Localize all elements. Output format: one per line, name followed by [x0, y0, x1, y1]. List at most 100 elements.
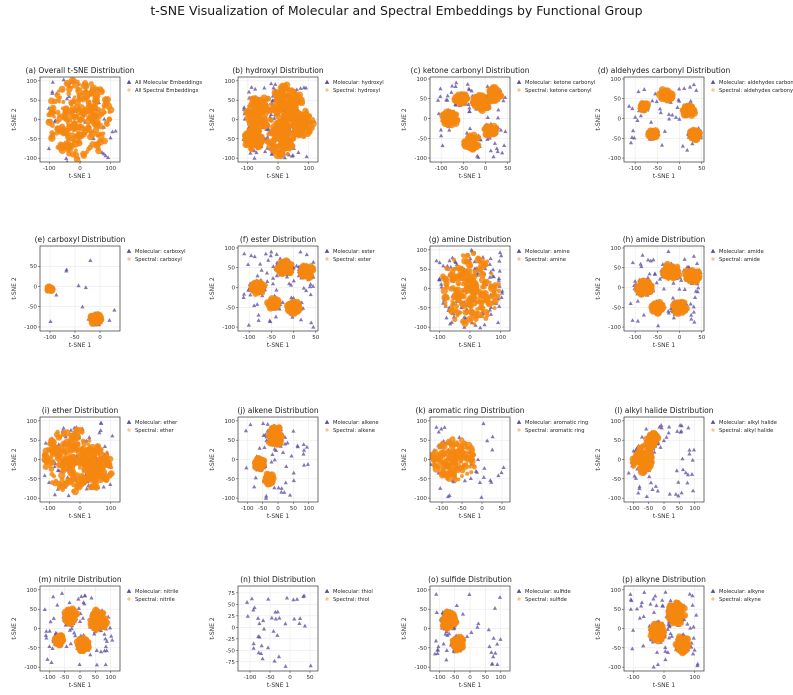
spectral-point	[285, 151, 290, 156]
spectral-point	[466, 270, 471, 275]
molecular-point	[469, 247, 474, 252]
molecular-point	[636, 89, 641, 94]
legend-label-molecular: All Molecular Embeddings	[135, 80, 202, 86]
molecular-point	[497, 258, 502, 263]
molecular-point	[76, 283, 81, 288]
molecular-point	[103, 153, 108, 158]
spectral-point	[97, 455, 102, 460]
spectral-point	[668, 271, 672, 275]
molecular-point	[265, 421, 270, 426]
spectral-point	[41, 451, 50, 460]
molecular-point	[269, 81, 274, 86]
molecular-point	[270, 281, 276, 286]
spectral-point	[478, 104, 486, 113]
molecular-point	[448, 264, 453, 269]
y-tick-label: -50	[28, 137, 38, 143]
molecular-point	[268, 253, 273, 258]
spectral-point	[302, 107, 309, 114]
spectral-point	[62, 127, 70, 135]
spectral-point	[68, 77, 76, 84]
legend-marker-molecular	[516, 79, 522, 84]
molecular-point	[691, 82, 696, 87]
molecular-point	[654, 280, 659, 285]
spectral-point	[496, 288, 502, 294]
x-tick-label: 0	[78, 166, 82, 172]
spectral-point	[89, 141, 96, 148]
molecular-point	[273, 314, 279, 319]
spectral-point	[254, 143, 258, 148]
spectral-point	[50, 450, 55, 455]
x-tick-label: -100	[435, 166, 448, 172]
molecular-point	[304, 252, 309, 257]
molecular-point	[273, 448, 279, 453]
y-tick-label: -50	[226, 305, 236, 311]
spectral-point	[298, 129, 304, 135]
molecular-point	[659, 142, 665, 147]
molecular-point	[265, 134, 270, 139]
spectral-point	[689, 275, 697, 283]
molecular-point	[494, 146, 499, 151]
molecular-point	[301, 448, 307, 452]
molecular-point	[630, 106, 635, 111]
molecular-point	[675, 105, 680, 109]
spectral-point	[310, 117, 316, 122]
molecular-point	[284, 274, 290, 279]
molecular-point	[248, 150, 253, 155]
spectral-point	[85, 94, 91, 100]
spectral-point	[286, 126, 290, 130]
molecular-point	[495, 115, 501, 120]
y-tick-label: -50	[418, 306, 428, 312]
spectral-point	[84, 108, 91, 114]
legend-marker-molecular	[126, 419, 132, 424]
molecular-point	[102, 116, 107, 121]
spectral-point	[695, 128, 701, 133]
molecular-point	[83, 285, 88, 290]
molecular-point	[467, 87, 472, 92]
scatter-layer	[241, 81, 317, 160]
molecular-point	[499, 253, 504, 258]
spectral-point	[80, 150, 87, 157]
y-tick-label: -100	[414, 325, 427, 331]
spectral-point	[496, 281, 501, 287]
spectral-point	[94, 141, 102, 148]
x-axis-label: t-SNE 1	[69, 342, 92, 349]
molecular-point	[241, 291, 247, 296]
spectral-point	[489, 272, 494, 276]
spectral-point	[648, 285, 655, 293]
molecular-point	[266, 258, 271, 262]
spectral-point	[252, 126, 260, 133]
spectral-point	[95, 86, 100, 91]
spectral-point	[478, 270, 487, 279]
molecular-point	[670, 112, 675, 117]
spectral-point	[281, 92, 286, 98]
spectral-point	[66, 477, 74, 486]
molecular-point	[282, 490, 287, 494]
spectral-point	[452, 266, 457, 271]
molecular-point	[632, 135, 637, 140]
molecular-point	[80, 304, 85, 309]
molecular-point	[52, 119, 57, 124]
x-axis-label: t-SNE 1	[267, 342, 290, 349]
spectral-point	[242, 141, 249, 148]
molecular-point	[661, 286, 667, 291]
spectral-point	[482, 279, 489, 286]
y-tick-label: -100	[608, 156, 621, 162]
spectral-point	[56, 453, 62, 459]
spectral-point	[93, 474, 98, 479]
x-axis-label: t-SNE 1	[653, 173, 676, 180]
y-tick-label: 0	[33, 458, 37, 464]
molecular-point	[304, 288, 309, 293]
y-tick-label: -100	[24, 325, 37, 331]
legend-label-spectral: Spectral: amine	[525, 257, 566, 263]
x-tick-label: 0	[276, 166, 280, 172]
molecular-point	[447, 258, 452, 263]
y-axis-label: t-SNE 2	[401, 108, 408, 131]
spectral-point	[248, 147, 254, 153]
molecular-point	[635, 318, 640, 323]
y-axis-label: t-SNE 2	[11, 277, 18, 300]
spectral-point	[66, 438, 75, 446]
molecular-point	[633, 114, 638, 119]
